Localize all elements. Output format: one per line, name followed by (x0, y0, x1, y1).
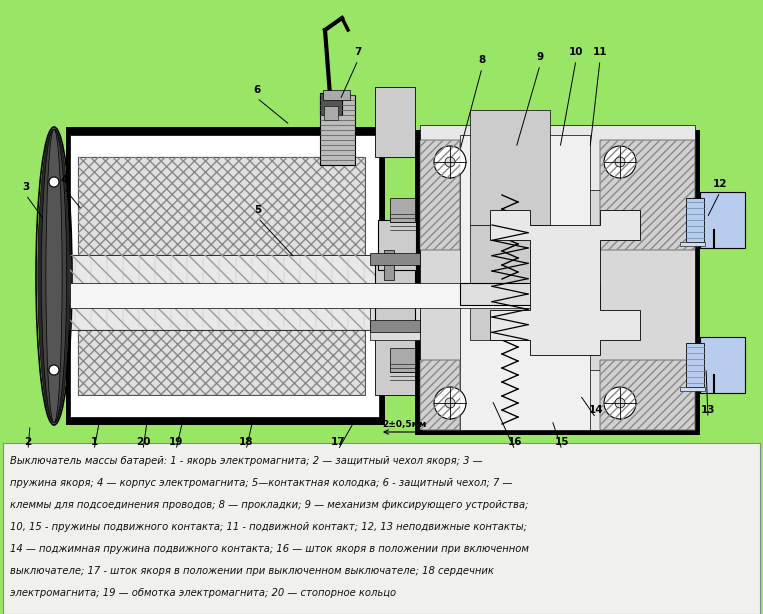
Bar (680, 387, 705, 391)
Text: 15: 15 (555, 437, 569, 447)
Bar (375, 255, 415, 330)
Circle shape (434, 387, 466, 419)
Circle shape (445, 398, 455, 408)
Bar (78, 291, 365, 395)
Bar (370, 320, 420, 332)
Bar (420, 140, 460, 250)
Circle shape (604, 387, 636, 419)
Bar (70, 135, 379, 417)
Bar (384, 250, 394, 280)
Text: 19: 19 (169, 437, 183, 447)
Bar (420, 360, 460, 430)
Text: 6: 6 (253, 85, 261, 95)
Text: 18: 18 (239, 437, 253, 447)
Circle shape (434, 146, 466, 178)
Bar (70, 283, 600, 308)
Text: 11: 11 (593, 47, 607, 57)
Bar (323, 90, 350, 100)
Bar (78, 291, 365, 395)
Bar (470, 225, 550, 340)
Circle shape (49, 177, 59, 187)
Bar (600, 360, 695, 430)
Circle shape (49, 365, 59, 375)
Bar (600, 140, 695, 250)
Text: 1: 1 (90, 437, 98, 447)
Ellipse shape (38, 129, 70, 423)
Text: 20: 20 (136, 437, 150, 447)
Circle shape (445, 157, 455, 167)
Text: 10, 15 - пружины подвижного контакта; 11 - подвижной контакт; 12, 13 неподвижные: 10, 15 - пружины подвижного контакта; 11… (10, 522, 527, 532)
Bar (420, 125, 695, 190)
Text: 12: 12 (713, 179, 727, 189)
Bar (320, 95, 355, 165)
Text: 9: 9 (536, 52, 543, 62)
Bar (600, 140, 695, 250)
Bar (700, 337, 745, 393)
Polygon shape (490, 210, 640, 355)
Bar (70, 255, 385, 330)
Bar (460, 135, 590, 430)
Circle shape (615, 398, 625, 408)
Text: 3: 3 (22, 182, 30, 192)
Bar (460, 283, 590, 305)
Bar (3, 443, 760, 614)
Text: 2: 2 (24, 437, 31, 447)
Text: пружина якоря; 4 — корпус электромагнита; 5—контактная колодка; 6 - защитный чех: пружина якоря; 4 — корпус электромагнита… (10, 478, 513, 488)
Text: 7: 7 (354, 47, 362, 57)
Text: 13: 13 (700, 405, 715, 415)
Text: 8: 8 (478, 55, 485, 65)
Bar (600, 360, 695, 430)
Text: клеммы для подсоединения проводов; 8 — прокладки; 9 — механизм фиксирующего устр: клеммы для подсоединения проводов; 8 — п… (10, 500, 529, 510)
Bar (420, 135, 695, 430)
Bar (686, 343, 704, 387)
Circle shape (615, 157, 625, 167)
Circle shape (604, 146, 636, 178)
Bar (78, 157, 365, 261)
Bar (370, 285, 420, 340)
Bar (324, 106, 338, 120)
Text: 16: 16 (507, 437, 522, 447)
Bar (420, 360, 460, 430)
Text: 2±0,5мм: 2±0,5мм (382, 420, 427, 429)
Bar (78, 157, 365, 261)
Ellipse shape (46, 129, 62, 423)
Text: выключателе; 17 - шток якоря в положении при выключенном выключателе; 18 сердечн: выключателе; 17 - шток якоря в положении… (10, 566, 494, 576)
Text: 14: 14 (589, 405, 604, 415)
Ellipse shape (41, 129, 66, 423)
Text: 10: 10 (568, 47, 583, 57)
Bar (686, 198, 704, 242)
Text: 17: 17 (330, 437, 346, 447)
Bar (390, 198, 415, 222)
Bar (66, 127, 385, 425)
Bar (370, 253, 420, 265)
Bar (700, 192, 745, 248)
Bar (680, 242, 705, 246)
Bar (70, 255, 385, 330)
Bar (320, 93, 342, 115)
Text: 4: 4 (60, 175, 68, 185)
Text: электромагнита; 19 — обмотка электромагнита; 20 — стопорное кольцо: электромагнита; 19 — обмотка электромагн… (10, 588, 396, 598)
Text: 5: 5 (254, 205, 262, 215)
Text: Выключатель массы батарей: 1 - якорь электромагнита; 2 — защитный чехол якоря; 3: Выключатель массы батарей: 1 - якорь эле… (10, 456, 483, 466)
Bar (420, 370, 695, 430)
Bar (390, 348, 415, 372)
Text: 14 — поджимная пружина подвижного контакта; 16 — шток якоря в положении при вклю: 14 — поджимная пружина подвижного контак… (10, 544, 529, 554)
Bar (375, 325, 415, 395)
Bar (470, 110, 550, 225)
Bar (375, 87, 415, 157)
Bar (415, 130, 700, 435)
Bar (420, 140, 460, 250)
Bar (378, 220, 416, 270)
